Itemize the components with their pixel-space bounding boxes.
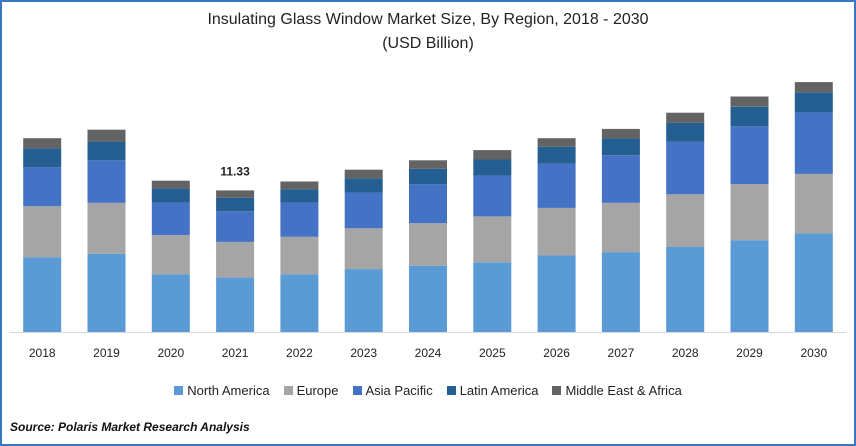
bar-segment-2030-middle-east-africa bbox=[794, 82, 833, 93]
x-tick-label: 2025 bbox=[479, 346, 506, 360]
bar-segment-2019-middle-east-africa bbox=[87, 129, 126, 142]
bar-segment-2023-europe bbox=[344, 228, 383, 270]
bar-segment-2023-north-america bbox=[344, 269, 383, 332]
bar-segment-2027-asia-pacific bbox=[601, 155, 640, 203]
x-tick-label: 2030 bbox=[800, 346, 827, 360]
chart-subtitle: (USD Billion) bbox=[382, 35, 474, 52]
bar-segment-2027-europe bbox=[601, 202, 640, 253]
legend-swatch bbox=[352, 386, 362, 395]
bar-segment-2026-north-america bbox=[537, 255, 576, 332]
bar-segment-2029-north-america bbox=[730, 240, 769, 332]
bar-segment-2019-asia-pacific bbox=[87, 160, 126, 203]
bar-segment-2026-latin-america bbox=[537, 146, 576, 164]
bar-segment-2029-europe bbox=[730, 184, 769, 241]
bar-segment-2020-europe bbox=[151, 235, 190, 275]
x-tick-label: 2029 bbox=[736, 346, 763, 360]
x-tick-label: 2018 bbox=[29, 346, 56, 360]
bar-segment-2026-asia-pacific bbox=[537, 163, 576, 208]
bar-segment-2025-europe bbox=[473, 216, 512, 263]
legend-swatch bbox=[552, 386, 562, 395]
bar-segment-2024-europe bbox=[409, 223, 447, 266]
bar-segment-2018-europe bbox=[23, 206, 62, 258]
x-tick-label: 2023 bbox=[350, 346, 377, 360]
bar-segment-2018-latin-america bbox=[23, 148, 62, 168]
bar-segment-2023-latin-america bbox=[344, 178, 383, 193]
legend-label: Latin America bbox=[459, 383, 539, 398]
bar-segment-2018-asia-pacific bbox=[23, 167, 62, 207]
bar-segment-2021-middle-east-africa bbox=[216, 190, 255, 198]
bar-segment-2024-latin-america bbox=[409, 168, 447, 185]
bar-segment-2020-middle-east-africa bbox=[151, 180, 190, 189]
legend-label: Middle East & Africa bbox=[565, 383, 682, 398]
legend-item: Latin America bbox=[446, 383, 539, 398]
bar-segment-2019-europe bbox=[87, 202, 126, 254]
bar-segment-2029-latin-america bbox=[730, 106, 769, 127]
x-tick-label: 2022 bbox=[286, 346, 313, 360]
bar-segment-2024-middle-east-africa bbox=[409, 160, 447, 169]
bar-segment-2030-europe bbox=[794, 173, 833, 234]
bar-segment-2020-north-america bbox=[151, 274, 190, 332]
bar-segment-2026-middle-east-africa bbox=[537, 138, 576, 147]
legend-swatch bbox=[283, 386, 293, 395]
chart-legend: North America Europe Asia Pacific Latin Ame… bbox=[0, 383, 856, 398]
bar-segment-2025-middle-east-africa bbox=[473, 150, 512, 160]
chart-title: Insulating Glass Window Market Size, By … bbox=[207, 11, 649, 28]
bar-segment-2024-asia-pacific bbox=[409, 184, 447, 224]
bar-segment-2027-latin-america bbox=[601, 138, 640, 156]
bar-segment-2019-north-america bbox=[87, 253, 126, 332]
bar-segment-2022-middle-east-africa bbox=[280, 181, 319, 190]
bar-segment-2028-europe bbox=[666, 194, 705, 247]
legend-swatch bbox=[446, 386, 456, 395]
bar-segment-2020-latin-america bbox=[151, 188, 190, 203]
source-note: Source: Polaris Market Research Analysis bbox=[10, 420, 250, 434]
data-label: 11.33 bbox=[220, 164, 250, 178]
x-tick-label: 2027 bbox=[608, 346, 635, 360]
bar-segment-2027-middle-east-africa bbox=[601, 128, 640, 139]
bar-segment-2030-asia-pacific bbox=[794, 112, 833, 174]
bar-segment-2028-middle-east-africa bbox=[666, 112, 705, 123]
bar-segment-2022-latin-america bbox=[280, 189, 319, 203]
bar-segment-2022-asia-pacific bbox=[280, 202, 319, 237]
legend-label: Europe bbox=[296, 383, 339, 398]
bar-segment-2028-north-america bbox=[666, 247, 705, 332]
bar-segment-2024-north-america bbox=[409, 265, 447, 332]
bar-segment-2022-europe bbox=[280, 236, 319, 275]
x-tick-label: 2021 bbox=[222, 346, 249, 360]
bar-segment-2025-latin-america bbox=[473, 159, 512, 176]
bar-segment-2026-europe bbox=[537, 207, 576, 256]
bar-segment-2030-north-america bbox=[794, 233, 833, 332]
bar-segment-2029-middle-east-africa bbox=[730, 96, 769, 107]
bar-segment-2021-north-america bbox=[216, 277, 255, 332]
legend-item: North America bbox=[174, 383, 270, 398]
x-tick-label: 2019 bbox=[93, 346, 120, 360]
x-tick-label: 2026 bbox=[543, 346, 570, 360]
bar-segment-2028-asia-pacific bbox=[666, 141, 705, 195]
legend-swatch bbox=[174, 386, 184, 395]
bar-segment-2018-north-america bbox=[23, 257, 62, 332]
bar-segment-2020-asia-pacific bbox=[151, 202, 190, 236]
x-tick-label: 2020 bbox=[157, 346, 184, 360]
legend-item: Middle East & Africa bbox=[552, 383, 682, 398]
legend-item: Europe bbox=[283, 383, 339, 398]
legend-item: Asia Pacific bbox=[352, 383, 433, 398]
bar-segment-2025-asia-pacific bbox=[473, 175, 512, 217]
bar-segment-2023-middle-east-africa bbox=[344, 169, 383, 179]
x-tick-label: 2028 bbox=[672, 346, 699, 360]
bar-segment-2029-asia-pacific bbox=[730, 126, 769, 185]
bar-segment-2021-latin-america bbox=[216, 197, 255, 212]
x-tick-label: 2024 bbox=[415, 346, 442, 360]
bar-segment-2025-north-america bbox=[473, 262, 512, 332]
bar-segment-2018-middle-east-africa bbox=[23, 138, 62, 149]
bar-segment-2028-latin-america bbox=[666, 122, 705, 142]
bar-segment-2021-asia-pacific bbox=[216, 211, 255, 242]
bar-segment-2027-north-america bbox=[601, 252, 640, 332]
bar-segment-2030-latin-america bbox=[794, 92, 833, 113]
legend-label: Asia Pacific bbox=[365, 383, 433, 398]
bar-segment-2019-latin-america bbox=[87, 141, 126, 161]
legend-label: North America bbox=[187, 383, 270, 398]
bar-segment-2023-asia-pacific bbox=[344, 192, 383, 229]
bar-segment-2021-europe bbox=[216, 241, 255, 278]
bar-segment-2022-north-america bbox=[280, 274, 319, 332]
